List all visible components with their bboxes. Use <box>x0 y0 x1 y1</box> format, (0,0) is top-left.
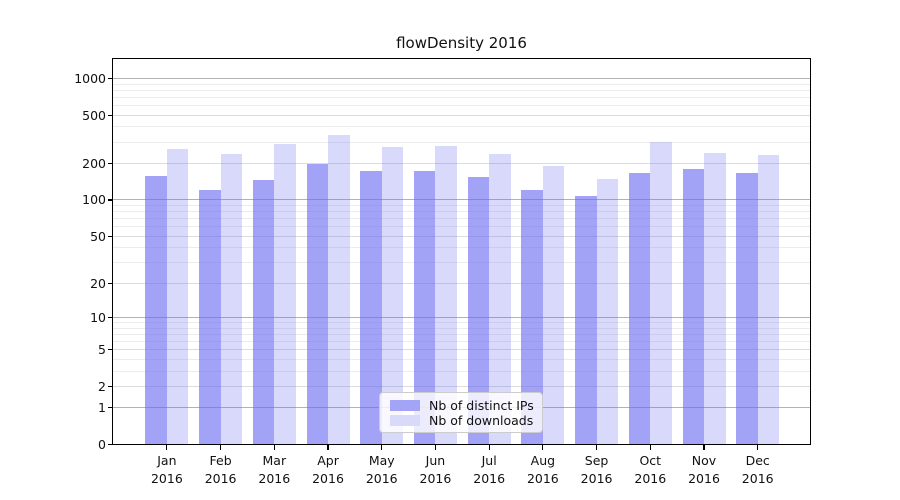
x-tick-jan <box>166 444 168 450</box>
x-tick-year-sep: 2016 <box>580 470 613 486</box>
x-tick-jul <box>488 444 490 450</box>
x-tick-label-jan: Jan 2016 <box>135 452 199 488</box>
y-tick-label-20: 20 <box>90 275 106 291</box>
x-tick-year-may: 2016 <box>365 470 398 486</box>
x-tick-label-mar: Mar 2016 <box>242 452 306 488</box>
y-tick-label-5: 5 <box>98 342 106 358</box>
x-tick-year-feb: 2016 <box>204 470 237 486</box>
x-tick-jun <box>434 444 437 450</box>
x-tick-aug <box>542 444 544 450</box>
x-tick-label-jul: Jul 2016 <box>457 452 521 488</box>
legend-swatch-downloads <box>390 415 420 426</box>
legend-label-downloads: Nb of downloads <box>429 413 534 428</box>
x-tick-year-oct: 2016 <box>634 470 667 486</box>
x-tick-label-oct: Oct 2016 <box>618 452 682 488</box>
x-tick-label-dec: Dec 2016 <box>726 452 790 488</box>
x-tick-label-apr: Apr 2016 <box>296 452 360 488</box>
x-tick-dec <box>757 444 759 450</box>
legend-label-distinct-ips: Nb of distinct IPs <box>429 398 534 413</box>
x-tick-year-jan: 2016 <box>150 470 183 486</box>
x-tick-year-aug: 2016 <box>526 470 559 486</box>
legend-item-distinct-ips: Nb of distinct IPs <box>390 398 534 413</box>
legend-swatch-distinct-ips <box>390 400 420 411</box>
legend-item-downloads: Nb of downloads <box>390 413 534 428</box>
x-tick-year-mar: 2016 <box>258 470 291 486</box>
y-tick-label-1000: 1000 <box>74 70 106 86</box>
x-tick-mar <box>273 444 275 450</box>
y-tick-label-2: 2 <box>98 378 106 394</box>
y-tick-label-100: 100 <box>82 192 106 208</box>
x-tick-year-jun: 2016 <box>419 470 452 486</box>
x-tick-may <box>381 444 383 450</box>
chart-title: flowDensity 2016 <box>396 34 527 52</box>
y-tick-label-200: 200 <box>82 156 106 171</box>
y-tick-label-50: 50 <box>90 228 106 244</box>
y-tick-label-0: 0 <box>98 437 106 452</box>
y-tick-label-500: 500 <box>82 107 106 123</box>
x-tick-label-sep: Sep 2016 <box>565 452 629 488</box>
x-tick-label-nov: Nov 2016 <box>672 452 736 488</box>
x-tick-oct <box>649 444 651 450</box>
x-tick-year-nov: 2016 <box>688 470 720 486</box>
y-tick-label-1: 1 <box>98 400 106 416</box>
x-tick-label-jun: Jun 2016 <box>403 452 467 488</box>
x-tick-apr <box>327 444 329 450</box>
x-tick-feb <box>220 444 222 450</box>
y-tick-label-10: 10 <box>90 309 106 325</box>
x-tick-nov <box>703 444 705 450</box>
x-tick-year-jul: 2016 <box>473 470 506 486</box>
plot-area-border <box>112 58 811 445</box>
x-tick-label-feb: Feb 2016 <box>189 452 253 488</box>
x-tick-year-dec: 2016 <box>741 470 774 486</box>
x-tick-sep <box>595 444 598 450</box>
legend: Nb of distinct IPs Nb of downloads <box>379 392 543 433</box>
x-tick-label-may: May 2016 <box>350 452 414 488</box>
x-tick-label-aug: Aug 2016 <box>511 452 575 488</box>
x-tick-year-apr: 2016 <box>312 470 344 486</box>
